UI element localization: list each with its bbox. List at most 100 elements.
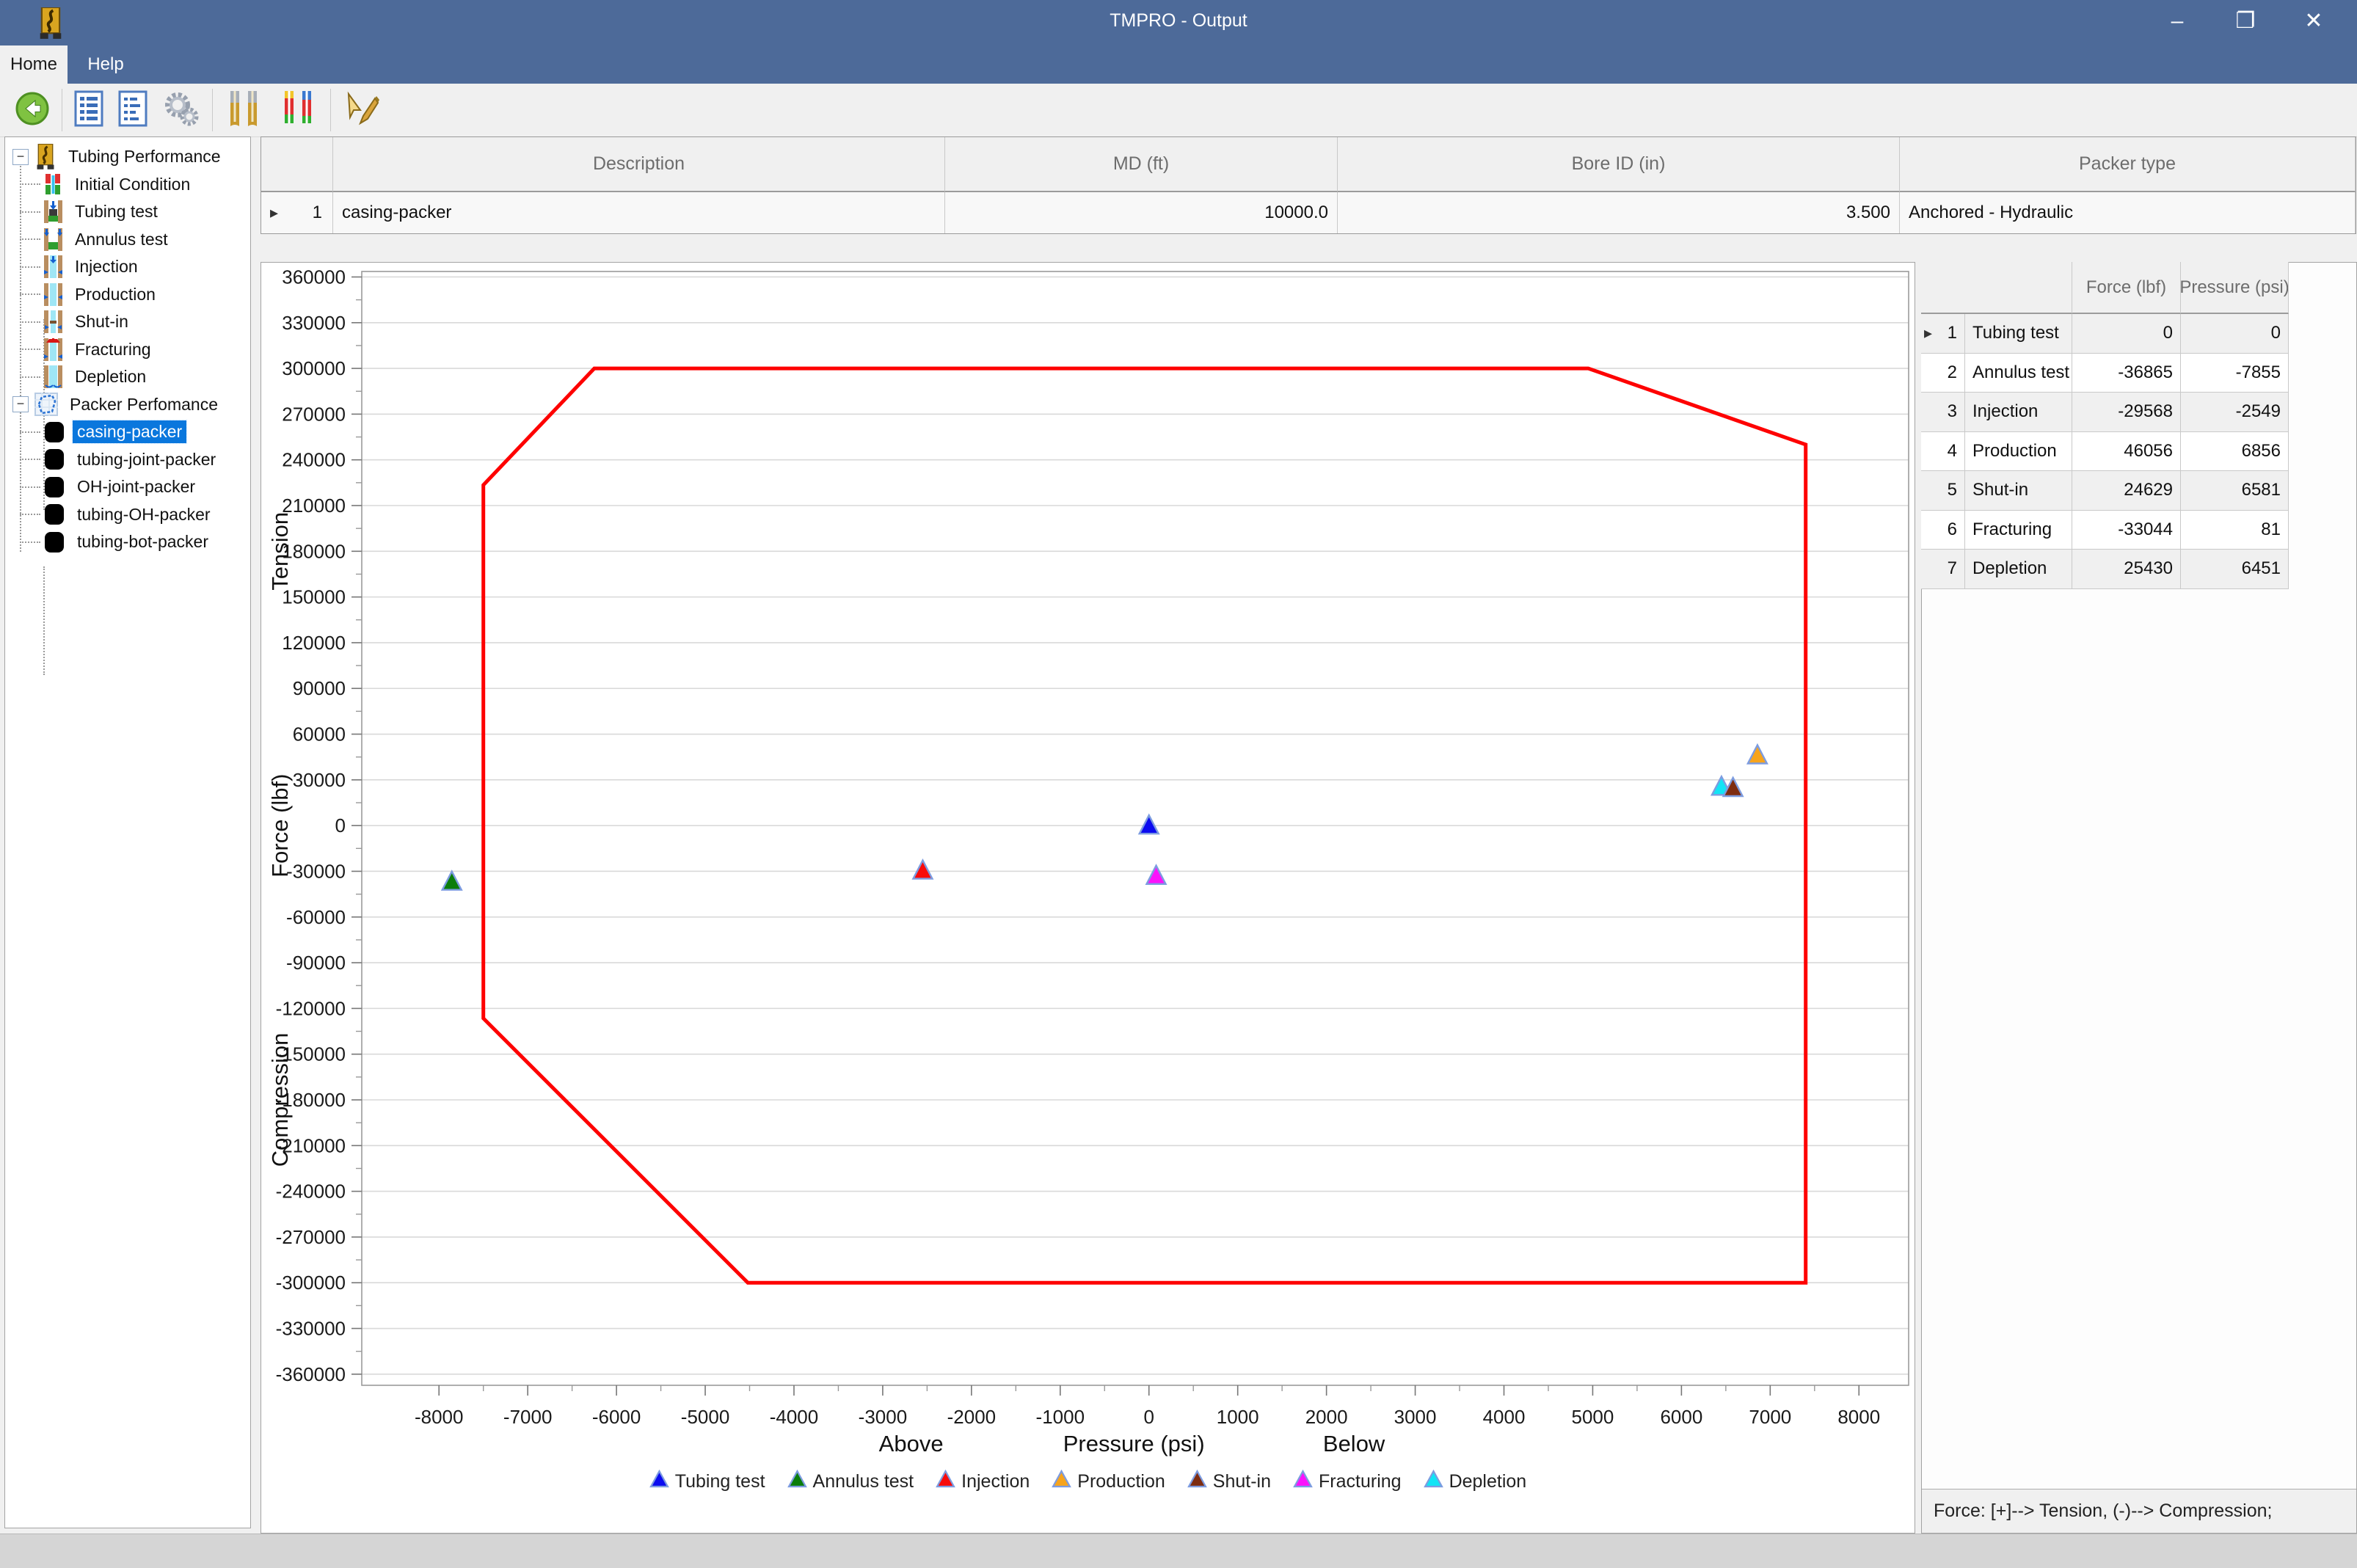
initial-condition-icon	[43, 173, 63, 196]
back-button[interactable]	[7, 88, 57, 132]
tubing-loads-button[interactable]	[272, 88, 326, 132]
results-row-number[interactable]: 7	[1921, 550, 1965, 589]
tree-item-oh-joint-packer[interactable]: OH-joint-packer	[20, 473, 200, 500]
legend-label: Annulus test	[812, 1470, 914, 1492]
results-row-force[interactable]: 0	[2072, 314, 2181, 354]
y-tick-label: -120000	[276, 997, 346, 1019]
y-tick-label: 180000	[282, 540, 346, 562]
results-row-name[interactable]: Depletion	[1965, 550, 2072, 589]
results-row-number[interactable]: 5	[1921, 471, 1965, 511]
tree-item-production[interactable]: Production	[20, 281, 160, 308]
annulus-test-icon	[43, 227, 63, 251]
restore-button[interactable]: ❐	[2235, 9, 2256, 33]
results-row-pressure[interactable]: 6451	[2181, 550, 2289, 589]
report-summary-button[interactable]	[111, 88, 155, 132]
results-row-pressure[interactable]: 81	[2181, 510, 2289, 550]
packer-row-cell[interactable]: ▸ 1	[261, 192, 333, 233]
y-tick-label: 210000	[282, 495, 346, 517]
results-row-name[interactable]: Tubing test	[1965, 314, 2072, 354]
tree-guide-line	[20, 156, 21, 552]
tree-item-tubing-bot-packer[interactable]: tubing-bot-packer	[20, 528, 213, 555]
results-row-number[interactable]: 4	[1921, 431, 1965, 471]
tubing-loads-icon	[279, 90, 318, 131]
close-button[interactable]: ✕	[2304, 9, 2323, 33]
column-header-md-ft-: MD (ft)	[945, 137, 1338, 192]
legend-label: Production	[1077, 1470, 1165, 1492]
tree-item-initial-condition[interactable]: Initial Condition	[20, 171, 194, 198]
x-axis-title: Pressure (psi)	[1063, 1431, 1205, 1456]
results-row-force[interactable]: -33044	[2072, 510, 2181, 550]
tubing-tools-button[interactable]	[217, 88, 272, 132]
results-row-number[interactable]: 2	[1921, 353, 1965, 393]
minimize-button[interactable]: –	[2171, 9, 2184, 33]
results-row-force[interactable]: -36865	[2072, 353, 2181, 393]
run-edit-button[interactable]	[335, 88, 388, 132]
y-tick-label: -210000	[276, 1134, 346, 1156]
tubing-test-icon	[43, 200, 63, 223]
packer-row-cell[interactable]: 10000.0	[945, 192, 1338, 233]
x-tick-label: -4000	[770, 1406, 819, 1428]
tab-home[interactable]: Home	[0, 45, 68, 84]
results-row-name[interactable]: Annulus test	[1965, 353, 2072, 393]
data-point-injection	[911, 858, 934, 880]
window-bottom-strip	[0, 1534, 2357, 1568]
tree-item-annulus-test[interactable]: Annulus test	[20, 226, 172, 253]
plot-border	[361, 271, 1909, 1386]
packer-row-cell[interactable]: casing-packer	[333, 192, 945, 233]
results-row-name[interactable]: Injection	[1965, 393, 2072, 432]
tree-item-tubing-performance[interactable]: − Tubing Performance	[12, 143, 225, 170]
tree-item-fracturing[interactable]: Fracturing	[20, 336, 156, 363]
results-row-pressure[interactable]: 6581	[2181, 471, 2289, 511]
report-button[interactable]	[67, 88, 111, 132]
results-row-name[interactable]: Fracturing	[1965, 510, 2072, 550]
packer-row-cell[interactable]: Anchored - Hydraulic	[1900, 192, 2356, 233]
tree-item-tubing-joint-packer[interactable]: tubing-joint-packer	[20, 446, 220, 473]
packer-row-cell[interactable]: 3.500	[1338, 192, 1900, 233]
tree-item-depletion[interactable]: Depletion	[20, 363, 150, 390]
tree-connector	[20, 211, 40, 213]
fracturing-icon	[43, 338, 63, 361]
results-row-name[interactable]: Shut-in	[1965, 471, 2072, 511]
y-axis-title: Force (lbf)	[267, 774, 293, 878]
tree-item-shut-in[interactable]: Shut-in	[20, 308, 133, 335]
navigation-tree-panel: − Tubing Performance Initial Condition Tubi…	[4, 136, 251, 1528]
legend-item-injection: Injection	[936, 1469, 1030, 1493]
report-icon	[74, 90, 103, 131]
x-tick-label: 8000	[1837, 1406, 1880, 1428]
tab-help[interactable]: Help	[87, 54, 124, 74]
tree-expander-icon[interactable]: −	[12, 396, 29, 412]
results-row-number[interactable]: ▸ 1	[1921, 314, 1965, 354]
tree-item-casing-packer[interactable]: casing-packer	[20, 418, 188, 445]
tree-item-label: Depletion	[75, 367, 147, 386]
y-tick-label: 240000	[282, 449, 346, 471]
x-tick-label: 4000	[1483, 1406, 1526, 1428]
x-tick-label: -2000	[947, 1406, 997, 1428]
tree-item-packer-perfomance[interactable]: − Packer Perfomance	[12, 391, 222, 418]
legend-marker-icon	[1423, 1469, 1443, 1493]
results-row-pressure[interactable]: 0	[2181, 314, 2289, 354]
results-row-pressure[interactable]: 6856	[2181, 431, 2289, 471]
results-row-force[interactable]: 25430	[2072, 550, 2181, 589]
settings-gears-button[interactable]	[155, 88, 208, 132]
tree-connector	[20, 431, 40, 433]
production-icon	[43, 282, 63, 306]
tree-item-tubing-oh-packer[interactable]: tubing-OH-packer	[20, 501, 215, 528]
results-row-force[interactable]: 24629	[2072, 471, 2181, 511]
tree-connector	[20, 459, 40, 460]
results-header-force-lbf-: Force (lbf)	[2072, 262, 2181, 314]
results-row-force[interactable]: 46056	[2072, 431, 2181, 471]
y-tick-label: -60000	[286, 906, 346, 928]
tree-item-tubing-test[interactable]: Tubing test	[20, 198, 162, 225]
results-row-number[interactable]: 3	[1921, 393, 1965, 432]
y-tick-label: -330000	[276, 1318, 346, 1340]
results-header-name	[1921, 262, 2072, 314]
results-row-number[interactable]: 6	[1921, 510, 1965, 550]
app-icon	[34, 6, 67, 40]
tree-expander-icon[interactable]: −	[12, 148, 29, 165]
results-row-name[interactable]: Production	[1965, 431, 2072, 471]
results-row-pressure[interactable]: -7855	[2181, 353, 2289, 393]
results-row-force[interactable]: -29568	[2072, 393, 2181, 432]
y-tick-label: 60000	[293, 723, 346, 745]
tree-item-injection[interactable]: Injection	[20, 253, 142, 280]
results-row-pressure[interactable]: -2549	[2181, 393, 2289, 432]
